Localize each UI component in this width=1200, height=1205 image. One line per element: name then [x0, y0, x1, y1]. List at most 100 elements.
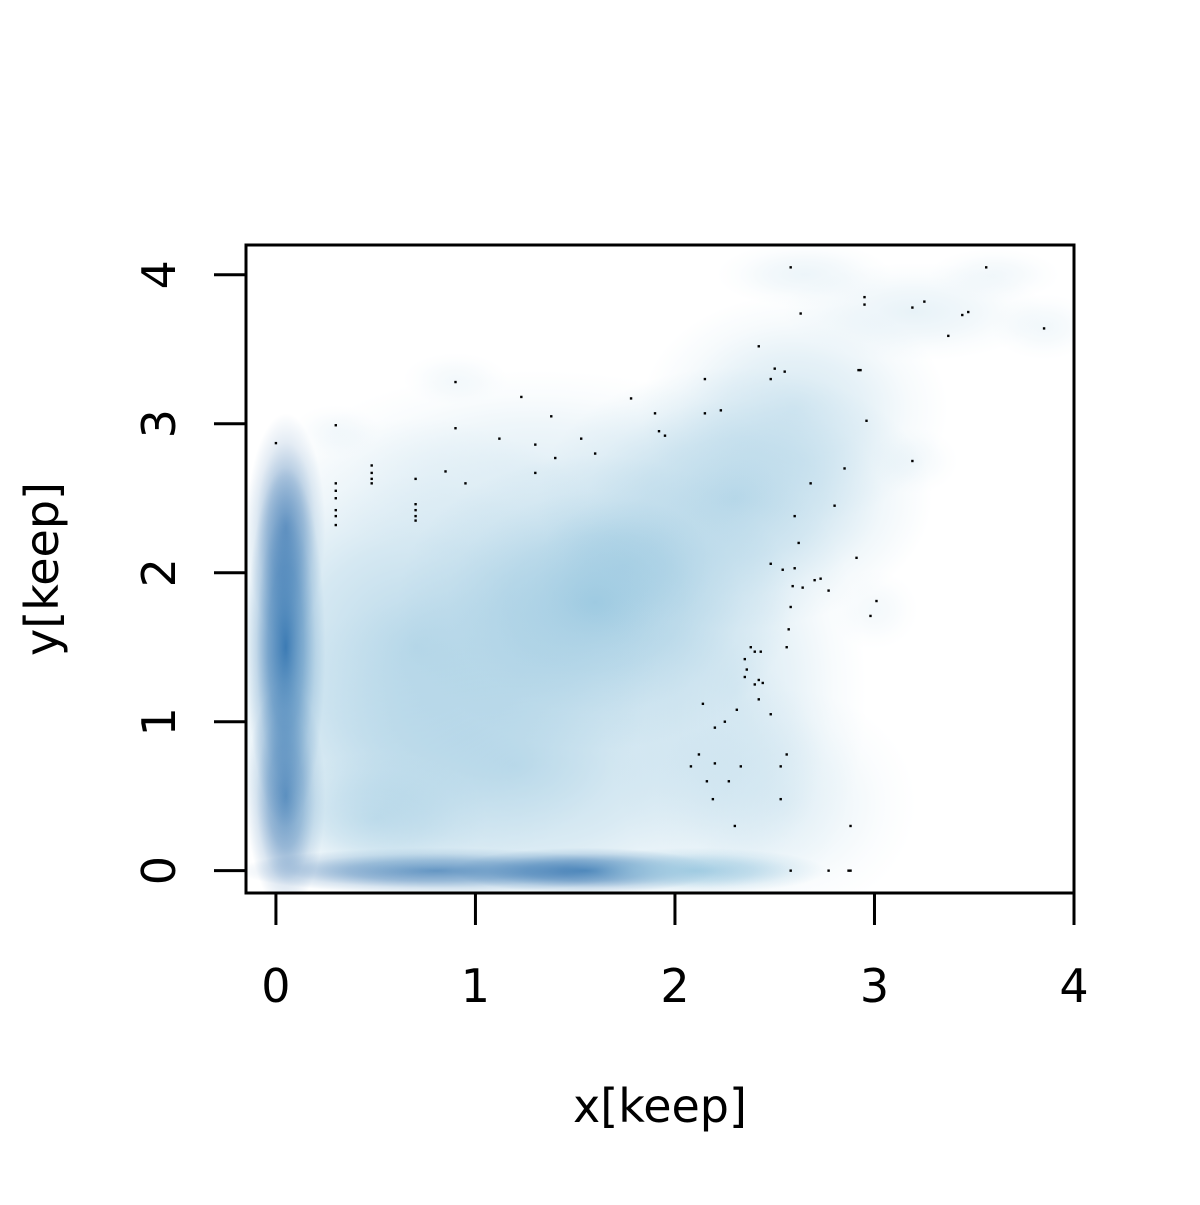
x-tick-label-0: 0 [261, 959, 290, 1013]
data-point-1 [334, 424, 337, 427]
data-point-103 [847, 869, 850, 872]
data-point-26 [554, 456, 557, 460]
data-point-35 [719, 409, 723, 412]
data-point-7 [334, 523, 337, 527]
y-tick-label-3: 3 [132, 409, 186, 438]
data-point-39 [783, 370, 786, 373]
data-point-49 [947, 334, 950, 338]
x-tick-label-3: 3 [860, 959, 889, 1013]
data-point-9 [370, 471, 373, 475]
data-point-2 [334, 482, 337, 485]
data-point-89 [697, 753, 701, 756]
data-point-47 [911, 306, 914, 309]
data-point-75 [753, 650, 756, 653]
data-point-27 [579, 437, 583, 440]
density-blob-17 [716, 245, 893, 308]
data-point-4 [334, 497, 337, 500]
data-point-40 [789, 266, 792, 269]
data-point-19 [454, 427, 457, 430]
data-point-17 [444, 470, 447, 473]
data-point-64 [791, 584, 794, 588]
data-point-93 [739, 765, 743, 768]
data-point-76 [759, 650, 762, 653]
data-point-62 [793, 567, 796, 570]
data-point-37 [769, 377, 772, 381]
density-blob-19 [991, 294, 1074, 360]
data-point-66 [813, 578, 816, 582]
data-point-13 [414, 503, 417, 506]
data-point-44 [863, 295, 866, 299]
data-point-31 [657, 430, 661, 433]
y-tick-label-1: 1 [132, 707, 186, 736]
data-point-60 [769, 562, 772, 565]
data-point-48 [923, 300, 926, 303]
data-point-43 [859, 368, 862, 372]
data-point-63 [855, 556, 858, 560]
data-point-65 [801, 586, 804, 589]
data-point-11 [370, 482, 373, 485]
data-point-34 [703, 412, 707, 415]
data-point-94 [779, 765, 782, 768]
data-point-55 [843, 467, 846, 470]
data-point-12 [414, 477, 417, 481]
data-point-99 [733, 824, 737, 828]
data-point-81 [761, 681, 764, 685]
data-point-78 [745, 668, 748, 671]
data-point-28 [593, 452, 597, 455]
data-point-32 [663, 434, 667, 437]
y-axis-title: y[keep] [15, 482, 69, 656]
density-blob-15 [265, 752, 486, 885]
y-tick-label-0: 0 [132, 856, 186, 885]
data-point-88 [713, 726, 717, 729]
data-point-77 [743, 657, 746, 661]
plot-area [246, 245, 1074, 893]
data-point-74 [749, 646, 752, 649]
data-point-30 [653, 412, 657, 415]
x-axis: 0 1 2 3 4 [261, 891, 1089, 1013]
y-tick-label-2: 2 [132, 558, 186, 587]
data-point-72 [787, 628, 790, 631]
data-point-100 [849, 824, 852, 828]
data-point-87 [723, 720, 727, 723]
y-tick-label-4: 4 [132, 260, 186, 289]
data-point-83 [757, 698, 760, 701]
x-tick-label-4: 4 [1059, 959, 1088, 1013]
density-blob-23 [402, 352, 509, 406]
data-point-95 [705, 780, 709, 783]
data-point-14 [414, 508, 417, 512]
data-point-23 [534, 443, 537, 446]
data-point-91 [785, 753, 788, 756]
density-blob-14 [653, 688, 917, 893]
density-blob-22 [291, 404, 380, 458]
data-point-71 [869, 614, 872, 618]
data-point-97 [711, 797, 715, 801]
data-point-10 [370, 477, 373, 481]
data-point-84 [701, 702, 705, 706]
data-point-45 [863, 303, 866, 306]
x-axis-title: x[keep] [573, 1079, 747, 1133]
x-tick-label-2: 2 [660, 959, 689, 1013]
data-point-61 [781, 568, 784, 571]
data-point-96 [727, 780, 731, 783]
y-axis: 0 1 2 3 4 [132, 260, 248, 885]
data-point-102 [827, 869, 830, 872]
data-point-101 [789, 869, 792, 872]
density-blob-20 [870, 428, 959, 494]
data-point-85 [735, 708, 739, 711]
data-point-56 [809, 482, 812, 485]
data-point-0 [274, 441, 278, 445]
x-tick-label-1: 1 [461, 959, 490, 1013]
data-point-8 [370, 464, 373, 467]
data-point-59 [797, 541, 800, 545]
data-point-70 [875, 599, 878, 603]
density-layer [246, 245, 1074, 893]
data-point-38 [773, 367, 776, 370]
data-point-16 [414, 519, 417, 522]
data-point-15 [414, 514, 417, 518]
data-point-92 [689, 765, 693, 768]
data-point-20 [464, 482, 467, 485]
data-point-21 [498, 437, 501, 440]
data-point-29 [629, 397, 633, 400]
